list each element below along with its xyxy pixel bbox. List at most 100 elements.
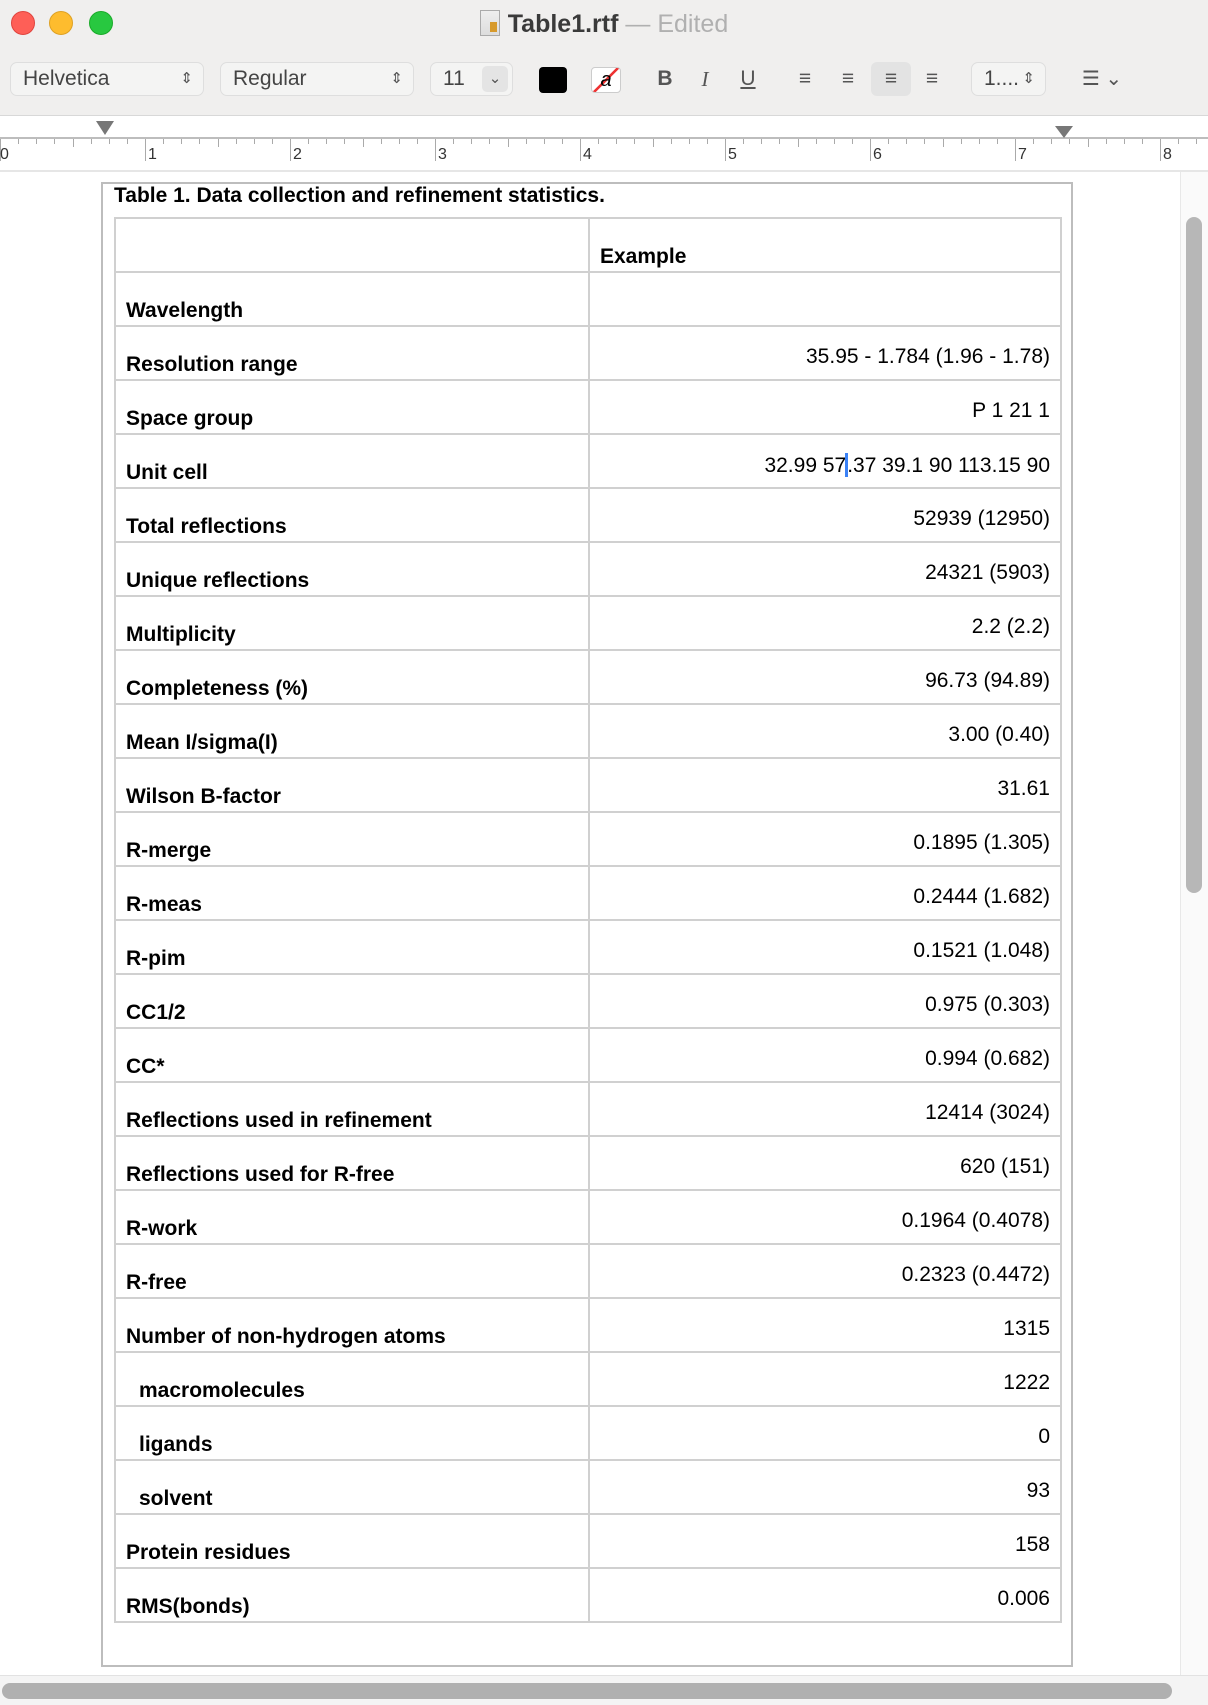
table-row: R-meas 0.2444 (1.682) bbox=[114, 865, 1062, 921]
row-value[interactable]: 12414 (3024) bbox=[588, 1081, 1062, 1137]
ruler-tick bbox=[670, 139, 672, 144]
ruler-tick bbox=[271, 139, 273, 144]
ruler-tick bbox=[290, 139, 291, 161]
row-value[interactable]: 31.61 bbox=[588, 757, 1062, 813]
row-value[interactable]: 24321 (5903) bbox=[588, 541, 1062, 597]
row-label[interactable]: CC* bbox=[114, 1027, 590, 1083]
text-color-swatch[interactable] bbox=[539, 67, 567, 93]
row-label[interactable]: Multiplicity bbox=[114, 595, 590, 651]
row-value[interactable]: 158 bbox=[588, 1513, 1062, 1569]
bold-button[interactable]: B bbox=[657, 67, 673, 90]
first-line-indent-marker[interactable] bbox=[96, 121, 114, 135]
ruler-tick bbox=[380, 139, 382, 144]
row-label[interactable]: Completeness (%) bbox=[114, 649, 590, 705]
row-value[interactable]: P 1 21 1 bbox=[588, 379, 1062, 435]
table-row: ligands 0 bbox=[114, 1405, 1062, 1461]
row-value[interactable]: 32.99 57.37 39.1 90 113.15 90 bbox=[588, 433, 1062, 489]
ruler-tick bbox=[362, 139, 364, 147]
row-value[interactable]: 0.2444 (1.682) bbox=[588, 865, 1062, 921]
font-size-value: 11 bbox=[443, 67, 465, 90]
table-row: Total reflections 52939 (12950) bbox=[114, 487, 1062, 543]
list-icon[interactable]: ☰ ⌄ bbox=[1081, 68, 1123, 90]
row-value[interactable]: 35.95 - 1.784 (1.96 - 1.78) bbox=[588, 325, 1062, 381]
value-text: .37 39.1 90 113.15 90 bbox=[847, 454, 1050, 477]
font-style-select[interactable]: Regular ⇕ bbox=[220, 62, 414, 96]
row-label[interactable]: Unit cell bbox=[114, 433, 590, 489]
row-value[interactable]: 52939 (12950) bbox=[588, 487, 1062, 543]
font-size-combo[interactable]: 11 ⌄ bbox=[430, 62, 513, 96]
row-value[interactable]: 0.975 (0.303) bbox=[588, 973, 1062, 1029]
row-value[interactable]: 0 bbox=[588, 1405, 1062, 1461]
header-cell-empty[interactable] bbox=[114, 217, 590, 273]
header-cell-example[interactable]: Example bbox=[588, 217, 1062, 273]
zoom-button[interactable] bbox=[89, 11, 113, 35]
file-name: Table1.rtf bbox=[507, 10, 619, 38]
row-value[interactable]: 620 (151) bbox=[588, 1135, 1062, 1191]
vertical-scrollbar[interactable] bbox=[1186, 217, 1202, 893]
row-value[interactable]: 3.00 (0.40) bbox=[588, 703, 1062, 759]
row-value[interactable]: 0.1895 (1.305) bbox=[588, 811, 1062, 867]
ruler-label: 5 bbox=[728, 146, 737, 163]
row-label[interactable]: Wilson B-factor bbox=[114, 757, 590, 813]
row-label[interactable]: R-meas bbox=[114, 865, 590, 921]
row-value[interactable]: 1315 bbox=[588, 1297, 1062, 1353]
ruler-tick bbox=[108, 139, 110, 144]
ruler-tick bbox=[652, 139, 654, 147]
close-button[interactable] bbox=[11, 11, 35, 35]
row-label[interactable]: RMS(bonds) bbox=[114, 1567, 590, 1623]
row-label[interactable]: R-free bbox=[114, 1243, 590, 1299]
row-label[interactable]: ligands bbox=[114, 1405, 590, 1461]
row-label[interactable]: Space group bbox=[114, 379, 590, 435]
row-label[interactable]: R-work bbox=[114, 1189, 590, 1245]
row-label[interactable]: macromolecules bbox=[114, 1351, 590, 1407]
edited-status: Edited bbox=[657, 10, 729, 38]
right-margin-marker[interactable] bbox=[1055, 126, 1073, 138]
row-label[interactable]: Number of non-hydrogen atoms bbox=[114, 1297, 590, 1353]
ruler-label: 8 bbox=[1163, 146, 1172, 163]
align-right-icon[interactable]: ≡ bbox=[871, 62, 911, 96]
chevron-down-icon[interactable]: ⌄ bbox=[482, 66, 508, 92]
row-value[interactable]: 93 bbox=[588, 1459, 1062, 1515]
row-label[interactable]: Wavelength bbox=[114, 271, 590, 327]
align-center-icon[interactable]: ≡ bbox=[841, 67, 855, 90]
minimize-button[interactable] bbox=[49, 11, 73, 35]
row-label[interactable]: Unique reflections bbox=[114, 541, 590, 597]
align-left-icon[interactable]: ≡ bbox=[798, 67, 812, 90]
justify-icon[interactable]: ≡ bbox=[925, 67, 939, 90]
table-row: Protein residues 158 bbox=[114, 1513, 1062, 1569]
row-label[interactable]: R-merge bbox=[114, 811, 590, 867]
ruler-tick bbox=[0, 139, 1, 161]
row-label[interactable]: Reflections used for R-free bbox=[114, 1135, 590, 1191]
font-style-value: Regular bbox=[233, 67, 307, 90]
ruler-tick bbox=[398, 139, 400, 144]
row-label[interactable]: CC1/2 bbox=[114, 973, 590, 1029]
italic-button[interactable]: I bbox=[701, 67, 709, 91]
ruler-tick bbox=[634, 139, 636, 144]
row-label[interactable]: Protein residues bbox=[114, 1513, 590, 1569]
row-label[interactable]: R-pim bbox=[114, 919, 590, 975]
row-value[interactable]: 0.2323 (0.4472) bbox=[588, 1243, 1062, 1299]
table-row: Reflections used in refinement 12414 (302… bbox=[114, 1081, 1062, 1137]
ruler-tick bbox=[761, 139, 763, 144]
row-value[interactable]: 0.006 bbox=[588, 1567, 1062, 1623]
row-label[interactable]: Mean I/sigma(I) bbox=[114, 703, 590, 759]
row-value[interactable]: 2.2 (2.2) bbox=[588, 595, 1062, 651]
row-label[interactable]: Total reflections bbox=[114, 487, 590, 543]
ruler-tick bbox=[906, 139, 908, 144]
row-value[interactable]: 0.1964 (0.4078) bbox=[588, 1189, 1062, 1245]
row-value[interactable]: 0.994 (0.682) bbox=[588, 1027, 1062, 1083]
row-label[interactable]: Reflections used in refinement bbox=[114, 1081, 590, 1137]
line-spacing-select[interactable]: 1.... ⇕ bbox=[971, 62, 1046, 96]
updown-icon: ⇕ bbox=[180, 70, 193, 87]
row-label[interactable]: solvent bbox=[114, 1459, 590, 1515]
row-value[interactable]: 96.73 (94.89) bbox=[588, 649, 1062, 705]
horizontal-scrollbar[interactable] bbox=[2, 1683, 1172, 1699]
row-value[interactable]: 0.1521 (1.048) bbox=[588, 919, 1062, 975]
font-family-select[interactable]: Helvetica ⇕ bbox=[10, 62, 204, 96]
row-label[interactable]: Resolution range bbox=[114, 325, 590, 381]
highlight-color-swatch[interactable]: a bbox=[591, 67, 621, 93]
row-value[interactable]: 1222 bbox=[588, 1351, 1062, 1407]
ruler[interactable]: 0 1 2 3 4 5 6 7 8 bbox=[0, 116, 1208, 172]
underline-button[interactable]: U bbox=[740, 67, 756, 90]
row-value[interactable] bbox=[588, 271, 1062, 327]
